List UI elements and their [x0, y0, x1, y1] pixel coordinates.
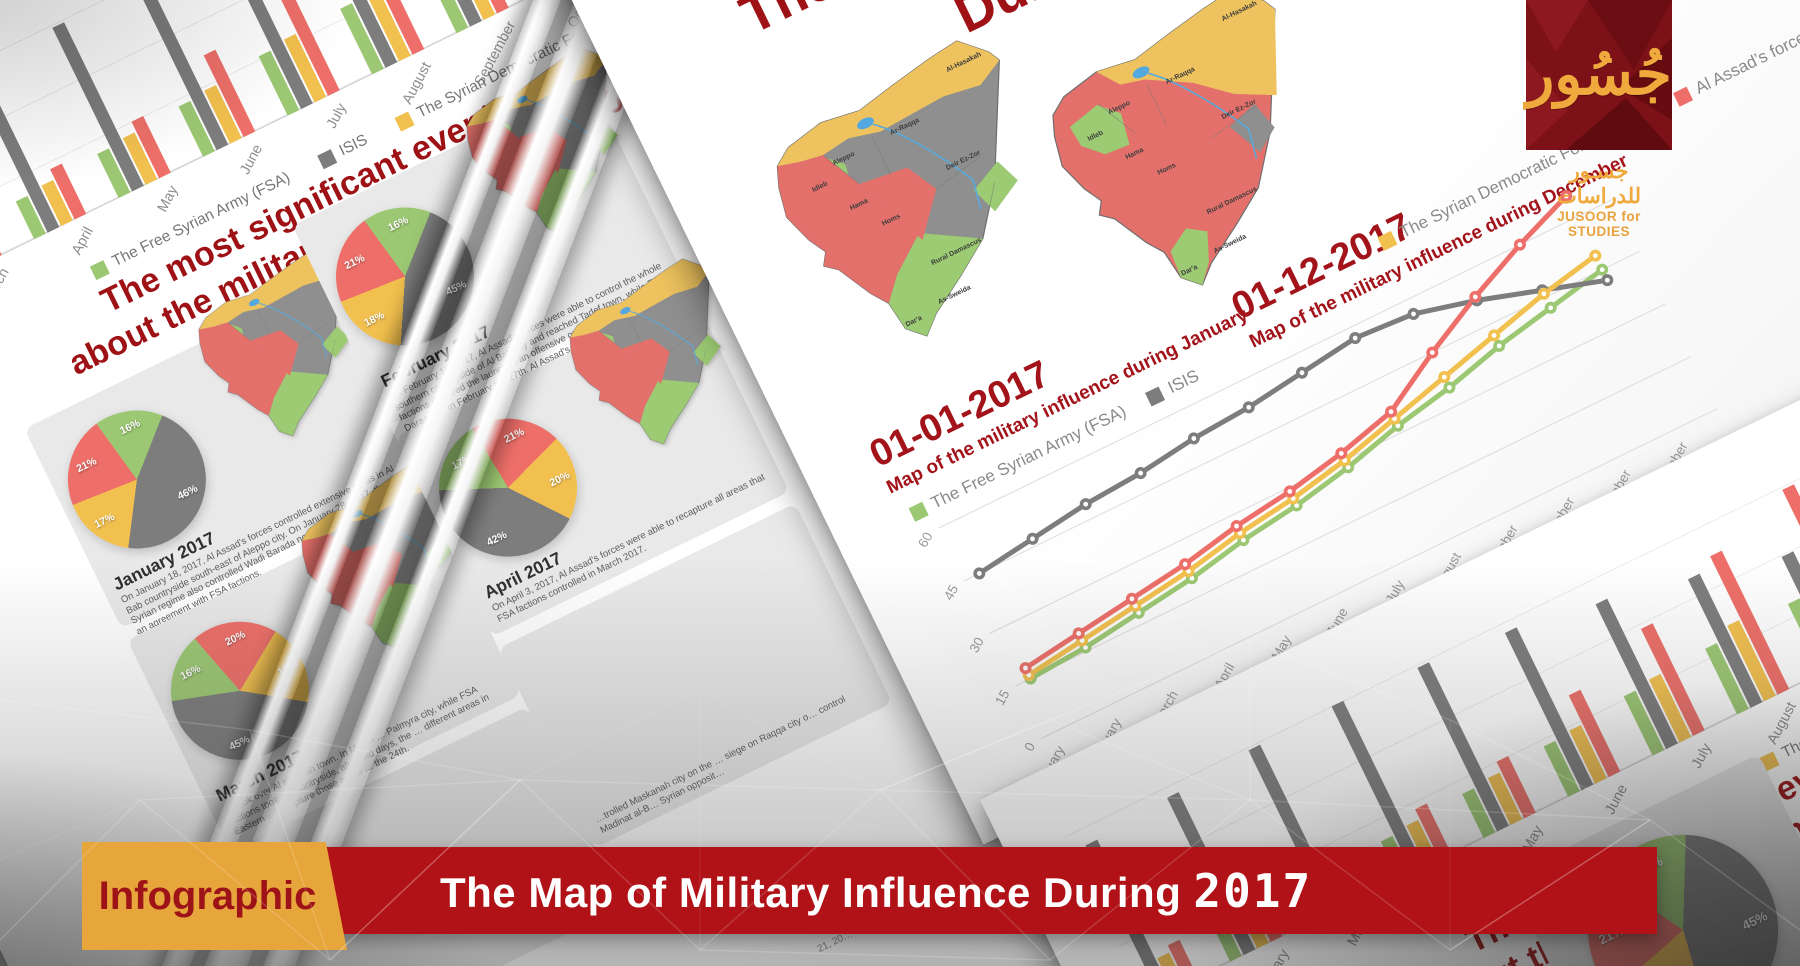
logo-calligraphy: جُسُور	[1526, 42, 1672, 107]
legend-swatch	[1672, 86, 1693, 107]
pie-slice-label: 16%	[386, 214, 411, 235]
infographic-tag: Infographic	[82, 842, 347, 950]
logo-english-name: JUSOOR for STUDIES	[1557, 209, 1641, 239]
title-banner: The Map of Military Influence During 2017	[300, 847, 1657, 934]
bar-category-label: June	[1601, 782, 1631, 818]
pie-slice-label: 21%	[342, 251, 367, 272]
svg-text:30: 30	[966, 635, 986, 655]
legend-item: Al Assad’s forces	[1671, 24, 1800, 109]
svg-text:45: 45	[941, 582, 961, 602]
bar-category-label: February	[1251, 947, 1292, 966]
logo-arabic-name: جسـور للدراسات	[1556, 160, 1642, 208]
pie-slice-label: 16%	[178, 662, 203, 683]
pie-slice-label: 21%	[502, 425, 527, 446]
svg-text:15: 15	[992, 687, 1012, 707]
banner-year: 2017	[1193, 863, 1313, 918]
pie-slice-label: 21%	[74, 454, 99, 475]
legend-label: Al Assad’s forces	[1692, 24, 1800, 98]
jusoor-logo: جُسُور جسـور للدراسات JUSOOR for STUDIES	[1526, 0, 1672, 239]
bar-category-label: July	[1688, 740, 1716, 772]
pie-slice-label: 20%	[223, 628, 248, 649]
pie-slice-label: 17%	[92, 510, 117, 531]
pie-slice-label: 45%	[1739, 908, 1770, 934]
pie-slice-label: 18%	[362, 308, 387, 329]
svg-text:0: 0	[1021, 740, 1038, 754]
month-description: …trolled Maskanah city on the … siege on…	[593, 693, 848, 836]
pie-slice-label: 16%	[118, 417, 143, 438]
svg-text:60: 60	[915, 530, 935, 550]
pie-slice-label: 20%	[547, 469, 572, 490]
banner-title: The Map of Military Influence During 2017	[440, 863, 1313, 918]
pie-slice-label: 42%	[484, 528, 510, 549]
pie-slice-label: 46%	[175, 482, 200, 503]
